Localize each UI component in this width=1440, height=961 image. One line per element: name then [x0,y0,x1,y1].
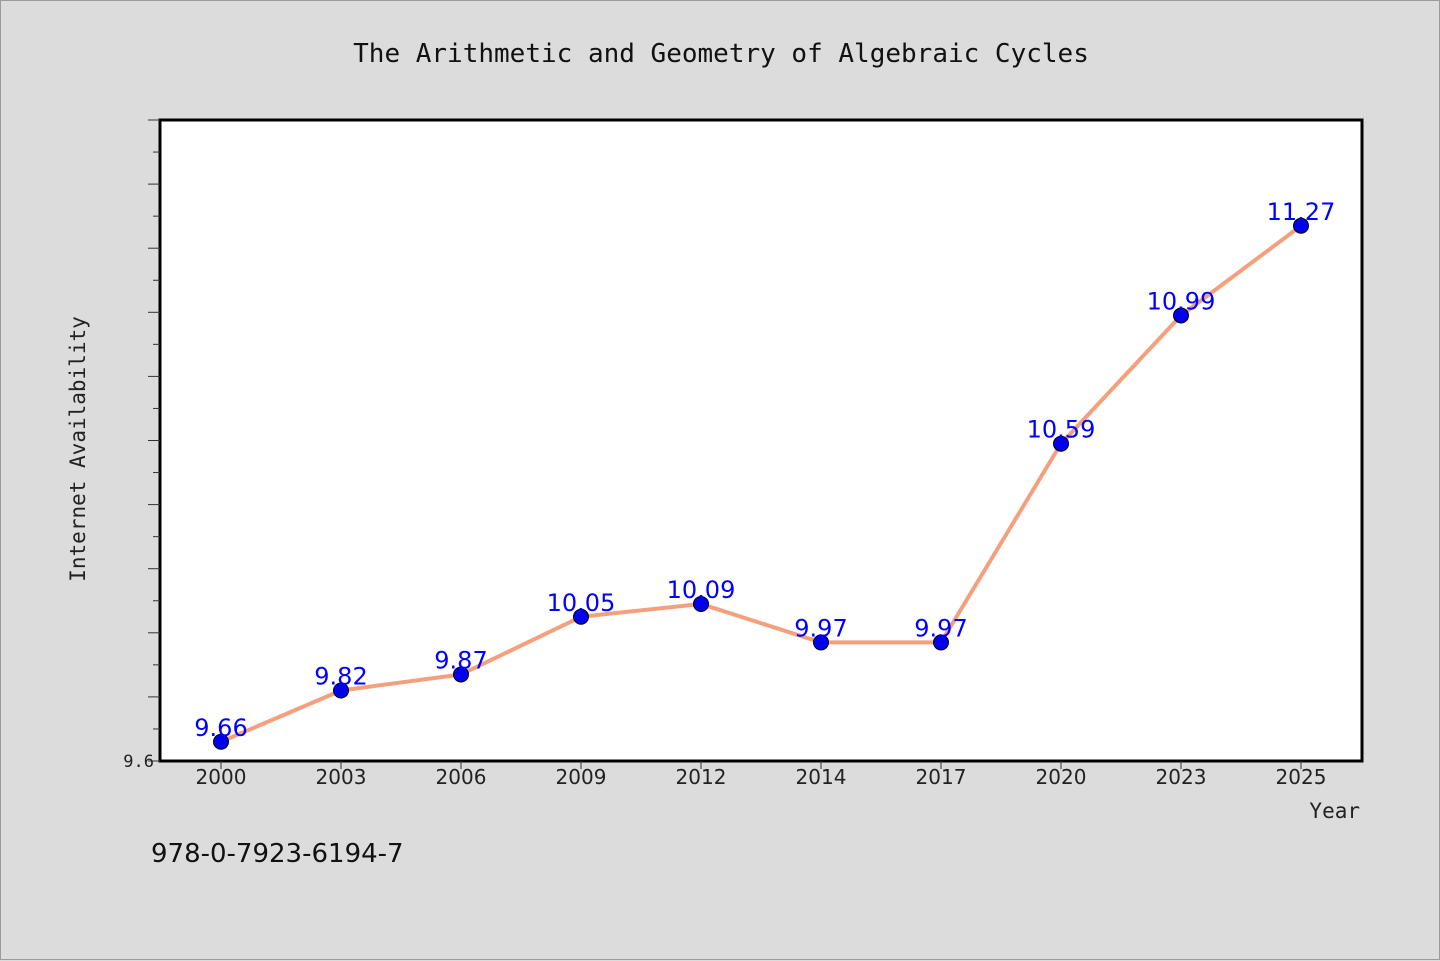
x-tick-label: 2023 [1156,765,1207,789]
x-tick-label: 2014 [796,765,847,789]
data-label: 10.59 [1027,416,1096,444]
data-point [1053,435,1069,452]
series-line [219,223,1303,744]
data-label: 9.66 [194,714,247,742]
x-axis-ticks: 2000 2003 2006 2009 2012 2014 2017 2020 2023 2025 [196,761,1327,789]
data-label: 10.09 [667,576,736,604]
data-label: 10.05 [547,589,616,617]
x-tick-label: 2025 [1276,765,1327,789]
y-axis-title: Internet Availability [66,316,90,582]
isbn-text: 978-0-7923-6194-7 [151,839,404,869]
series-layer: 9.66 9.82 9.87 10.05 10.09 9.97 9.97 10.59 10.99… [194,198,1335,750]
x-tick-label: 2012 [676,765,727,789]
y-tick-label: 9.6 [123,752,154,772]
data-point [453,666,469,683]
x-tick-label: 2020 [1036,765,1087,789]
data-point [1293,217,1309,234]
x-tick-label: 2009 [556,765,607,789]
data-label: 9.97 [914,614,967,642]
data-label: 9.87 [434,646,487,674]
x-tick-label: 2003 [316,765,367,789]
x-tick-label: 2006 [436,765,487,789]
chart-title: The Arithmetic and Geometry of Algebraic… [353,39,1089,69]
data-point [1173,307,1189,324]
data-label: 10.99 [1147,288,1216,316]
plot-area [158,118,1364,763]
y-axis-ticks: 9.6 [123,119,160,772]
data-label: 9.82 [314,662,367,690]
data-point [573,608,589,625]
data-label: 11.27 [1267,198,1336,226]
data-label: 9.97 [794,614,847,642]
x-axis-title: Year [1309,799,1360,823]
data-point [213,733,229,750]
x-tick-label: 2017 [916,765,967,789]
data-point [813,634,829,651]
data-point [333,682,349,699]
data-point [693,595,709,612]
x-tick-label: 2000 [196,765,247,789]
data-point [933,634,949,651]
